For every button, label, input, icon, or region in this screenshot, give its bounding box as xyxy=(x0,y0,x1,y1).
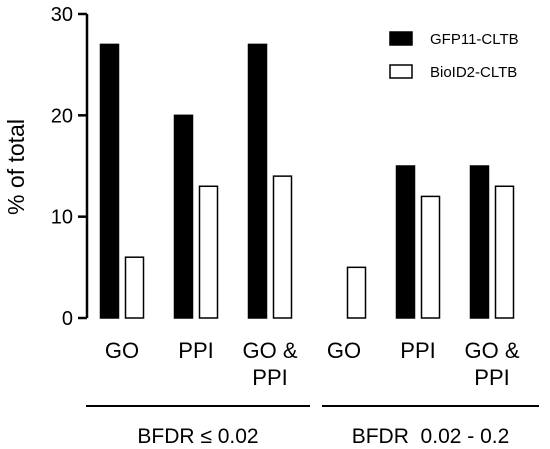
category-label: GO & xyxy=(464,338,519,363)
category-label: GO xyxy=(105,338,139,363)
bar-gfp11-5 xyxy=(469,165,490,319)
bar-bioid2-4 xyxy=(420,195,441,319)
bar-gfp11-0 xyxy=(99,43,120,319)
category-label: PPI xyxy=(252,365,287,390)
y-tick-label: 10 xyxy=(51,207,73,229)
category-label: GO xyxy=(327,338,361,363)
y-axis-title: % of total xyxy=(3,119,29,215)
bar-bioid2-1 xyxy=(198,185,219,319)
legend-label: GFP11-CLTB xyxy=(430,31,519,48)
group-brackets: BFDR ≤ 0.02 BFDR 0.02 - 0.2 xyxy=(86,405,539,448)
y-tick-label: 0 xyxy=(62,308,73,330)
bar-gfp11-2 xyxy=(247,43,268,319)
category-label: GO & xyxy=(242,338,297,363)
bar-bioid2-2 xyxy=(272,175,293,319)
bar-bioid2-3 xyxy=(346,266,367,319)
category-label: PPI xyxy=(400,338,435,363)
legend-swatch-1 xyxy=(389,64,413,79)
y-tick-label: 30 xyxy=(51,4,73,26)
bar-bioid2-0 xyxy=(124,256,145,319)
y-axis: 0 10 20 30 xyxy=(51,4,89,330)
group-label: BFDR 0.02 - 0.2 xyxy=(352,425,510,448)
bar-bioid2-5 xyxy=(494,185,515,319)
bar-gfp11-4 xyxy=(395,165,416,319)
group-label: BFDR ≤ 0.02 xyxy=(137,425,258,448)
y-tick-label: 20 xyxy=(51,105,73,127)
bars xyxy=(99,43,515,319)
category-label: PPI xyxy=(178,338,213,363)
legend-label: BioID2-CLTB xyxy=(430,64,517,81)
category-label: PPI xyxy=(474,365,509,390)
legend-swatch-0 xyxy=(389,31,413,46)
legend: GFP11-CLTB BioID2-CLTB xyxy=(389,31,519,81)
bar-gfp11-1 xyxy=(173,114,194,319)
